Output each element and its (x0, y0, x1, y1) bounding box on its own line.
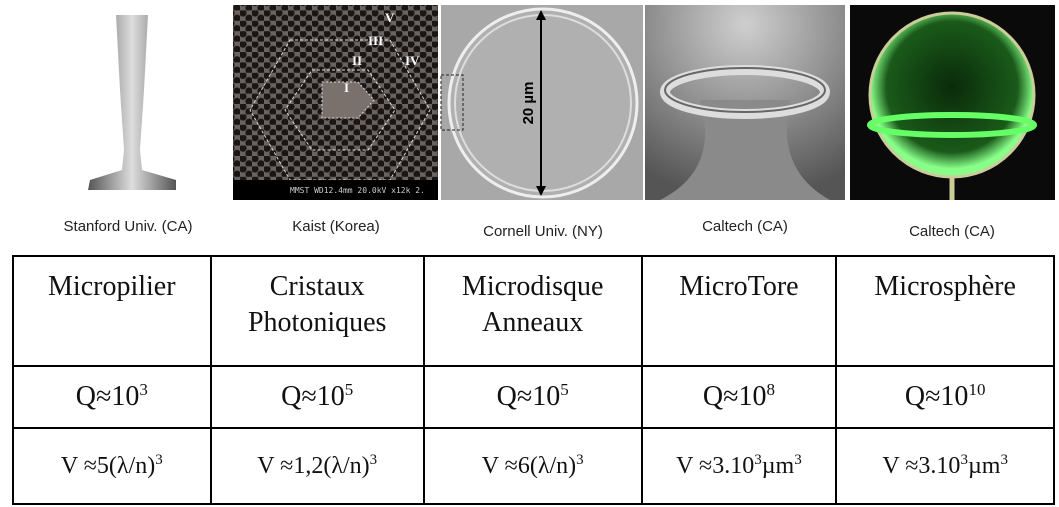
superscript: 3 (754, 451, 762, 468)
header-cell: MicroTore (640, 255, 838, 367)
cell-text: Q≈10 (702, 381, 767, 412)
header-line: Microsphère (874, 271, 1016, 302)
region-label: V (385, 10, 395, 25)
microsphere-image (850, 5, 1055, 200)
region-label: IV (405, 53, 420, 68)
header-cell: Microsphère (835, 255, 1055, 367)
cell-text: Q≈10 (496, 381, 561, 412)
microdisk-image (440, 5, 643, 200)
header-line: Cristaux (269, 271, 365, 302)
header-line: Anneaux (482, 307, 584, 338)
image-strip: MMST WD12.4mm 20.0kV x12k 2. Stanford Un… (64, 5, 1055, 240)
cell-text: V ≈3.10 (676, 452, 755, 479)
superscript: 3 (794, 451, 802, 468)
cell-text: V ≈6(λ/n) (481, 452, 577, 479)
data-cell: Q≈108 (640, 365, 838, 429)
header-line: Microdisque (461, 271, 604, 302)
data-cell: V ≈5(λ/n)3 (12, 427, 212, 505)
image-caption: Stanford Univ. (CA) (64, 218, 193, 235)
data-cell: Q≈105 (422, 365, 643, 429)
data-cell: V ≈3.103µm3 (640, 427, 838, 505)
photonic-crystal-image: MMST WD12.4mm 20.0kV x12k 2. (233, 5, 438, 200)
data-cell: Q≈105 (209, 365, 425, 429)
cell-text: V ≈3.10 (882, 452, 961, 479)
cell-text: Q≈10 (904, 381, 969, 412)
region-label: I (344, 80, 349, 95)
superscript: 8 (766, 380, 775, 399)
region-label: II (352, 53, 362, 68)
header-line: MicroTore (679, 271, 799, 302)
header-line: Photoniques (247, 307, 387, 338)
header-line: Micropilier (48, 271, 176, 302)
data-row: V ≈5(λ/n)3 V ≈1,2(λ/n)3 V ≈6(λ/n)3 V ≈3.103… (12, 427, 1055, 505)
header-cell: Micropilier (12, 255, 212, 367)
image-caption: Caltech (CA) (702, 218, 788, 235)
micropillar-image (88, 15, 176, 190)
data-cell: V ≈6(λ/n)3 (422, 427, 643, 505)
microtoroid-image (645, 5, 845, 200)
superscript: 3 (139, 380, 148, 399)
data-cell: V ≈3.103µm3 (835, 427, 1055, 505)
image-caption: Kaist (Korea) (292, 218, 380, 235)
data-cell: V ≈1,2(λ/n)3 (209, 427, 425, 505)
cell-text: Q≈10 (75, 381, 140, 412)
header-row: Micropilier Cristaux Photoniques Microdisqu… (12, 255, 1055, 367)
header-cell: Cristaux Photoniques (209, 255, 425, 367)
header-cell: Microdisque Anneaux (422, 255, 643, 367)
region-label: III (368, 33, 383, 48)
superscript: 3 (155, 451, 163, 468)
data-cell: Q≈103 (12, 365, 212, 429)
scale-label: 20 µm (520, 82, 537, 125)
superscript: 3 (369, 451, 378, 468)
resonator-table: Micropilier Cristaux Photoniques Microdisqu… (12, 255, 1055, 505)
cell-text: Q≈10 (281, 381, 345, 412)
cell-text: µm (967, 452, 1001, 479)
superscript: 3 (576, 451, 584, 468)
image-caption: Caltech (CA) (909, 223, 995, 240)
superscript: 3 (1000, 451, 1008, 468)
superscript: 10 (968, 380, 986, 399)
sem-banner: MMST WD12.4mm 20.0kV x12k 2. (290, 186, 425, 195)
cell-text: µm (761, 452, 795, 479)
superscript: 5 (560, 380, 569, 399)
cell-text: V ≈5(λ/n) (60, 452, 156, 479)
data-row: Q≈103 Q≈105 Q≈105 Q≈108 Q≈1010 (12, 365, 1055, 429)
superscript: 3 (960, 451, 968, 468)
data-cell: Q≈1010 (835, 365, 1055, 429)
image-caption: Cornell Univ. (NY) (483, 223, 603, 240)
superscript: 5 (344, 380, 354, 399)
cell-text: V ≈1,2(λ/n) (257, 452, 370, 479)
